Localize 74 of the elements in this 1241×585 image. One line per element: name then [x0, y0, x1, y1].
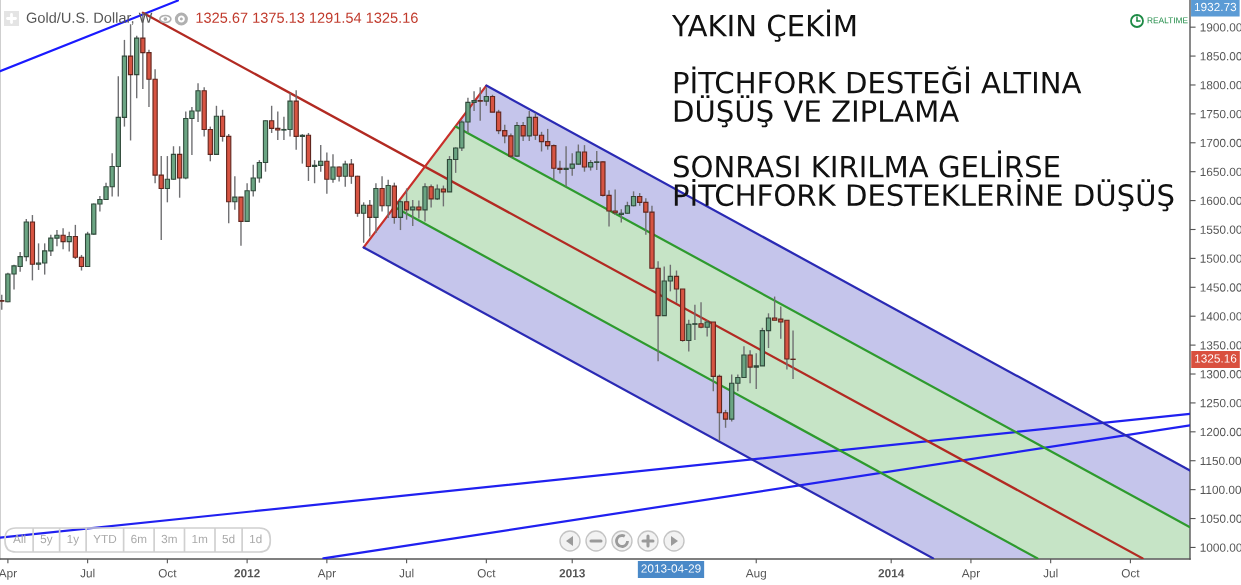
annotation: 1y — [67, 534, 80, 546]
x-tick-label: 2012 — [234, 569, 260, 578]
candlestick — [66, 231, 72, 253]
candlestick — [422, 182, 428, 223]
y-tick-label: 1550.00 — [1200, 225, 1241, 234]
candlestick — [403, 187, 410, 221]
x-tick-label: Oct — [477, 569, 496, 578]
candlestick — [520, 121, 526, 142]
annotation: 1d — [250, 534, 262, 544]
x-tick-label: Jul — [399, 568, 414, 578]
y-tick-label: 1600.00 — [1200, 196, 1241, 205]
text: 1325.67 1375.13 1291.54 1325.16 — [196, 12, 418, 23]
x-tick-label: 2013 — [559, 569, 585, 578]
y-tick-label: 1650.00 — [1200, 167, 1241, 177]
candlestick — [127, 23, 134, 142]
candlestick — [416, 199, 422, 220]
x-tick-label: Apr — [317, 569, 336, 580]
candlestick — [232, 175, 238, 211]
text: 1325.16 — [1195, 354, 1237, 363]
y-tick-label: 1450.00 — [1200, 283, 1241, 292]
x-tick-label: Oct — [1121, 569, 1140, 578]
candlestick — [526, 110, 532, 142]
annotation: 5d — [222, 534, 235, 544]
y-tick-label: 1150.00 — [1200, 456, 1241, 466]
y-tick-label: 1500.00 — [1200, 254, 1241, 263]
x-tick-label: Jul — [80, 568, 95, 578]
y-tick-label: 1700.00 — [1200, 138, 1241, 148]
y-tick-label: 1250.00 — [1200, 398, 1241, 408]
y-tick-label: 1400.00 — [1200, 312, 1241, 321]
y-tick-label: 1050.00 — [1200, 514, 1241, 523]
candlestick — [483, 86, 489, 107]
candlestick — [330, 153, 336, 184]
y-tick-label: 1850.00 — [1200, 52, 1241, 61]
text: 1932.73 — [1194, 2, 1237, 12]
y-tick-label: 1000.00 — [1200, 543, 1241, 552]
y-tick-label: 1750.00 — [1200, 109, 1241, 119]
x-tick-label: Oct — [158, 569, 177, 578]
candlestick — [747, 349, 753, 384]
annotation: 5y — [40, 534, 53, 546]
annotation: REALTIME — [1147, 17, 1188, 24]
candlestick — [397, 199, 404, 231]
candlestick — [385, 179, 391, 219]
candlestick — [440, 184, 447, 208]
annotation: 1m — [192, 534, 208, 544]
annotation: 6m — [131, 534, 147, 544]
x-tick-label: Jul — [1043, 568, 1058, 578]
candlestick — [410, 199, 416, 227]
candlestick — [176, 145, 183, 199]
candlestick — [367, 199, 373, 238]
y-tick-label: 1300.00 — [1200, 370, 1241, 379]
text: 2013-04-29 — [641, 564, 701, 573]
annotation: 3m — [161, 534, 177, 544]
candlestick — [60, 227, 66, 250]
y-tick-label: 1350.00 — [1200, 341, 1241, 350]
annotation: YAKIN ÇEKİM — [671, 9, 856, 42]
y-tick-label: 1800.00 — [1200, 81, 1241, 90]
candlestick — [379, 175, 385, 213]
candlestick — [698, 301, 704, 330]
annotation: YTD — [93, 534, 117, 544]
candlestick — [428, 183, 434, 209]
y-tick-label: 1200.00 — [1200, 427, 1241, 437]
x-tick-label: 2014 — [878, 569, 905, 578]
x-tick-label: Aug — [745, 569, 766, 580]
candlestick — [361, 201, 367, 244]
candlestick — [324, 151, 330, 195]
annotation: All — [13, 534, 26, 544]
y-tick-label: 1900.00 — [1200, 23, 1241, 32]
x-tick-label: Apr — [961, 569, 980, 580]
candlestick — [477, 86, 483, 122]
candlestick — [299, 133, 305, 165]
candlestick — [581, 144, 588, 173]
y-tick-label: 1100.00 — [1200, 485, 1241, 495]
annotation: PİTCHFORK DESTEĞİ ALTINA DÜŞÜŞ VE ZIPLAMA — [674, 66, 1082, 128]
candlestick — [342, 160, 348, 188]
